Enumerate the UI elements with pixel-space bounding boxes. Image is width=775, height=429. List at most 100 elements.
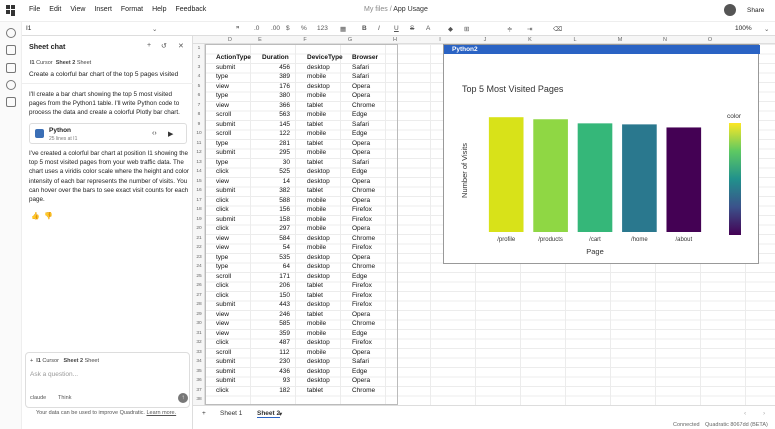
table-cell[interactable]: 54 [282, 244, 291, 251]
database-icon[interactable] [6, 63, 16, 73]
underline-icon[interactable]: U [394, 25, 399, 32]
table-cell[interactable]: 389 [279, 73, 291, 80]
table-cell[interactable]: type [216, 263, 229, 270]
row-header[interactable]: 6 [197, 93, 201, 98]
table-cell[interactable]: Opera [352, 139, 371, 147]
open-code-icon[interactable]: ‹› [152, 130, 157, 137]
next-sheet-icon[interactable]: › [763, 410, 766, 417]
column-header[interactable]: O [707, 37, 713, 43]
thumbs-up-icon[interactable]: 👍 [31, 213, 40, 220]
table-cell[interactable]: desktop [307, 377, 330, 384]
table-cell[interactable]: mobile [307, 111, 327, 118]
table-cell[interactable]: view [216, 320, 230, 327]
table-cell[interactable]: 436 [279, 367, 291, 375]
table-cell[interactable]: 585 [279, 320, 291, 327]
table-cell[interactable]: 359 [279, 329, 291, 337]
table-cell[interactable]: Opera [352, 92, 371, 99]
table-cell[interactable]: 93 [282, 377, 291, 384]
sheet-tab-1[interactable]: Sheet 1 [220, 410, 243, 417]
table-cell[interactable]: mobile [307, 196, 327, 204]
row-header[interactable]: 23 [196, 254, 202, 260]
run-icon[interactable]: ▶ [168, 131, 174, 138]
percent-icon[interactable]: % [301, 25, 307, 32]
zoom-level[interactable]: 100% [735, 25, 752, 32]
code-card[interactable]: Python 25 lines at I1 ‹› ▶ [29, 123, 187, 144]
table-cell[interactable]: 64 [282, 263, 291, 270]
row-header[interactable]: 37 [196, 387, 202, 393]
table-cell[interactable]: 246 [279, 310, 291, 318]
table-cell[interactable]: Safari [352, 73, 369, 80]
send-icon[interactable]: ↑ [178, 393, 188, 403]
code-icon[interactable] [6, 45, 16, 55]
add-sheet-icon[interactable]: + [202, 410, 206, 417]
table-cell[interactable]: click [216, 386, 229, 394]
table-cell[interactable]: tablet [307, 291, 323, 299]
table-cell[interactable]: Safari [352, 158, 369, 166]
table-cell[interactable]: mobile [307, 73, 327, 80]
chart-cell[interactable]: Python2 Top 5 Most Visited Pages/profile… [443, 44, 760, 264]
table-cell[interactable]: 230 [279, 358, 291, 365]
table-cell[interactable]: mobile [307, 92, 327, 99]
column-header[interactable]: D [228, 37, 232, 43]
clear-format-icon[interactable]: ⌫ [553, 26, 563, 33]
menu-format[interactable]: Format [120, 6, 144, 13]
prev-sheet-icon[interactable]: ‹ [744, 410, 747, 417]
table-cell[interactable]: 563 [279, 111, 291, 118]
column-header[interactable]: F [303, 37, 307, 43]
table-cell[interactable]: tablet [307, 187, 323, 194]
table-cell[interactable]: 145 [279, 120, 291, 128]
table-cell[interactable]: mobile [307, 320, 327, 327]
table-header-cell[interactable]: Duration [262, 54, 289, 61]
new-chat-icon[interactable]: + [147, 42, 152, 49]
currency-icon[interactable]: $ [286, 25, 290, 32]
decimal-increase-icon[interactable]: .00 [271, 25, 281, 32]
table-cell[interactable]: 206 [279, 282, 291, 289]
table-cell[interactable]: Safari [352, 358, 369, 365]
table-cell[interactable]: Safari [352, 120, 369, 128]
cell-reference-input[interactable]: I1 [26, 25, 32, 32]
table-cell[interactable]: 171 [279, 272, 291, 280]
table-cell[interactable]: submit [216, 63, 236, 71]
table-cell[interactable]: 366 [279, 101, 291, 109]
table-cell[interactable]: submit [216, 358, 236, 365]
table-cell[interactable]: tablet [307, 120, 323, 128]
table-cell[interactable]: Opera [352, 196, 371, 204]
table-cell[interactable]: click [216, 291, 229, 299]
data-table[interactable] [205, 44, 398, 405]
table-cell[interactable]: 443 [279, 301, 291, 308]
document-title[interactable]: App Usage [393, 6, 428, 13]
table-cell[interactable]: view [216, 82, 230, 90]
table-header-cell[interactable]: Browser [352, 54, 379, 61]
table-cell[interactable]: 158 [279, 215, 291, 223]
row-header[interactable]: 3 [197, 64, 201, 70]
row-header[interactable]: 5 [197, 83, 201, 89]
table-cell[interactable]: view [216, 244, 230, 251]
table-cell[interactable]: 525 [279, 168, 291, 175]
row-header[interactable]: 35 [196, 368, 202, 374]
table-cell[interactable]: Opera [352, 310, 371, 318]
row-header[interactable]: 14 [196, 169, 202, 174]
column-header[interactable]: K [528, 37, 532, 43]
table-cell[interactable]: Firefox [352, 282, 372, 289]
number-format-icon[interactable]: 123 [317, 25, 328, 32]
column-header[interactable]: I [439, 37, 441, 43]
row-header[interactable]: 18 [196, 207, 202, 212]
zoom-dropdown-icon[interactable]: ⌄ [764, 26, 770, 33]
table-cell[interactable]: mobile [307, 244, 327, 251]
quote-icon[interactable]: ❞ [236, 26, 240, 33]
row-header[interactable]: 8 [197, 112, 201, 117]
table-cell[interactable]: 182 [279, 386, 291, 394]
breadcrumb-folder[interactable]: My files [364, 6, 388, 13]
borders-icon[interactable]: ⊞ [464, 26, 470, 33]
table-cell[interactable]: Firefox [352, 215, 372, 223]
table-cell[interactable]: tablet [307, 101, 323, 109]
table-cell[interactable]: view [216, 101, 230, 109]
row-header[interactable]: 13 [196, 159, 202, 165]
wrap-icon[interactable]: ⇥ [527, 26, 533, 33]
column-header[interactable]: H [393, 37, 397, 43]
row-header[interactable]: 22 [196, 245, 202, 250]
row-header[interactable]: 26 [196, 283, 202, 288]
table-cell[interactable]: 487 [279, 339, 291, 346]
table-cell[interactable]: desktop [307, 272, 330, 280]
table-cell[interactable]: Edge [352, 329, 368, 337]
